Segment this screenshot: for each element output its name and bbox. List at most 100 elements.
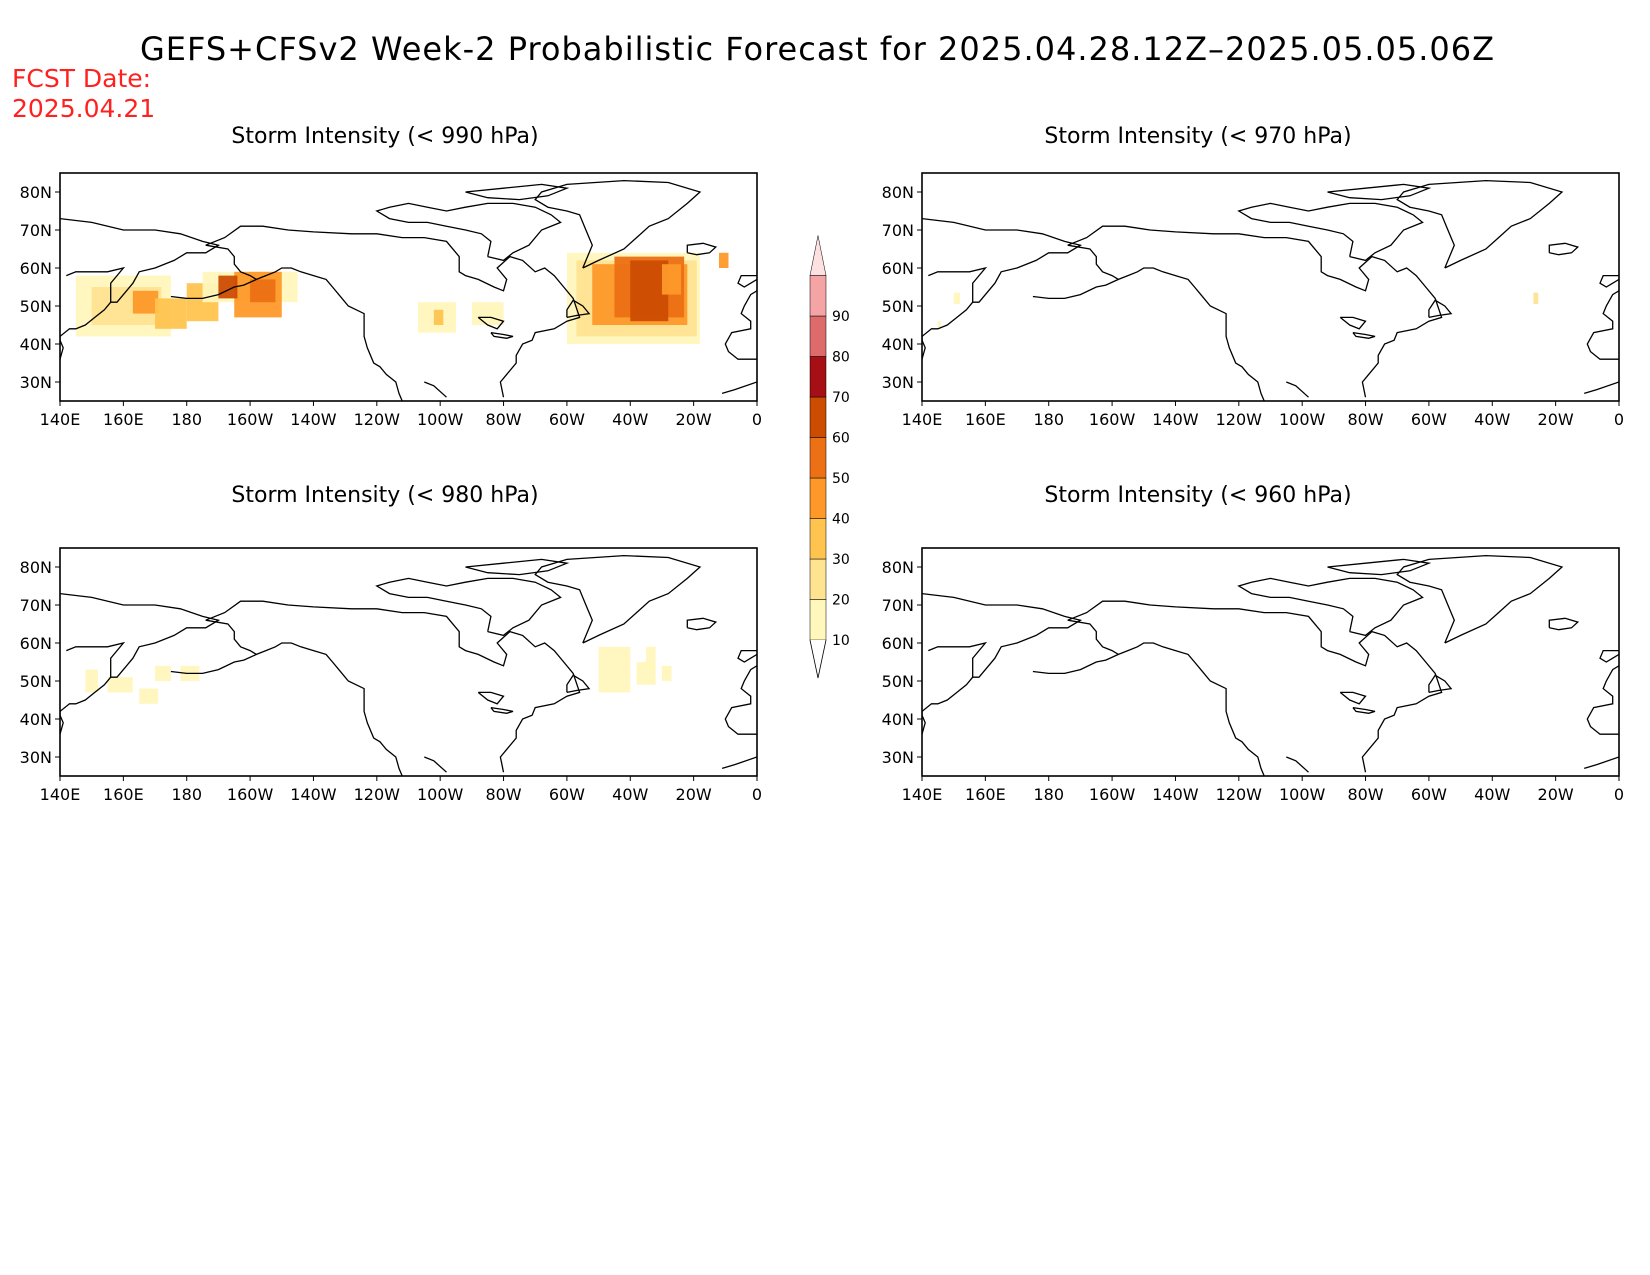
- lon-label: 80W: [1347, 410, 1383, 429]
- coastline: [1339, 691, 1367, 705]
- coastlines: [922, 179, 1619, 401]
- coastline: [1428, 674, 1453, 694]
- coastline: [1428, 299, 1453, 319]
- lon-label: 20W: [1538, 785, 1574, 804]
- lon-label: 140W: [1152, 785, 1199, 804]
- lat-label: 50N: [20, 672, 52, 691]
- lat-label: 30N: [882, 373, 914, 392]
- lon-label: 180: [1033, 410, 1064, 429]
- coastline: [60, 592, 221, 678]
- lon-label: 0: [1614, 410, 1624, 429]
- coastline: [1032, 278, 1119, 300]
- coastline: [1032, 653, 1119, 675]
- lon-label: 100W: [1279, 410, 1326, 429]
- lon-label: 40W: [1474, 410, 1510, 429]
- coastline: [477, 316, 505, 330]
- lat-label: 80N: [20, 183, 52, 202]
- lon-label: 160W: [227, 410, 274, 429]
- coastline: [205, 225, 581, 398]
- colorbar-segment: [809, 275, 827, 317]
- fcst-label: FCST Date:: [12, 64, 152, 93]
- coastline: [1584, 381, 1619, 395]
- lon-label: 140W: [290, 785, 337, 804]
- lat-label: 60N: [882, 634, 914, 653]
- coastline: [424, 756, 447, 773]
- probability-cell: [433, 309, 444, 325]
- lon-label: 120W: [1216, 410, 1263, 429]
- colorbar-segment: [809, 558, 827, 600]
- lat-label: 80N: [882, 558, 914, 577]
- coastline: [477, 691, 505, 705]
- coastline: [724, 290, 757, 360]
- map-frame: [59, 172, 758, 402]
- lon-label: 140W: [290, 410, 337, 429]
- coastline: [922, 217, 1083, 303]
- map-panel-960: 80N 70N 60N 50N 40N 30N 140E 160E 180 160W 140W 120…: [882, 547, 1624, 804]
- coastline: [1548, 242, 1580, 256]
- probability-cell: [937, 321, 942, 329]
- lon-label: 160W: [227, 785, 274, 804]
- lon-label: 40W: [1474, 785, 1510, 804]
- colorbar-label: 60: [832, 431, 850, 447]
- coastline: [1352, 706, 1376, 714]
- fcst-date: 2025.04.21: [12, 94, 156, 123]
- lon-label: 60W: [549, 410, 585, 429]
- lon-label: 80W: [485, 785, 521, 804]
- colorbar-segment: [809, 396, 827, 438]
- panel-title-990: Storm Intensity (< 990 hPa): [231, 124, 539, 149]
- lat-label: 60N: [20, 259, 52, 278]
- lat-label: 70N: [20, 596, 52, 615]
- lon-label: 20W: [1538, 410, 1574, 429]
- coastline: [170, 278, 257, 300]
- coastline: [721, 381, 757, 395]
- coastline: [1067, 619, 1265, 776]
- coastline: [490, 331, 514, 339]
- lon-label: 60W: [549, 785, 585, 804]
- map-panel-980: 80N 70N 60N 50N 40N 30N 140E 160E 180 160W 140W 120…: [20, 547, 762, 804]
- lat-label: 70N: [882, 596, 914, 615]
- coastline: [1067, 225, 1443, 398]
- coastline: [737, 274, 757, 288]
- coastline: [1599, 649, 1619, 663]
- coastline: [1339, 316, 1367, 330]
- main-title: GEFS+CFSv2 Week-2 Probabilistic Forecast…: [140, 30, 1496, 68]
- coastline: [60, 217, 221, 303]
- lon-label: 20W: [676, 410, 712, 429]
- lon-label: 140W: [1152, 410, 1199, 429]
- coastline: [1548, 617, 1580, 631]
- colorbar-label: 10: [832, 633, 850, 649]
- coastline: [1286, 756, 1309, 773]
- panel-title-970: Storm Intensity (< 970 hPa): [1044, 124, 1352, 149]
- coastline: [922, 711, 926, 735]
- probability-field: [75, 252, 729, 344]
- coastline: [566, 674, 591, 694]
- lon-label: 120W: [1216, 785, 1263, 804]
- probability-cell: [646, 646, 656, 670]
- map-frame: [921, 547, 1620, 777]
- lon-label: 180: [1033, 785, 1064, 804]
- colorbar-label: 40: [832, 512, 850, 528]
- probability-cell: [1533, 292, 1539, 305]
- lat-label: 60N: [20, 634, 52, 653]
- lon-label: 140E: [902, 410, 943, 429]
- coastline: [205, 244, 403, 401]
- probability-cell: [661, 264, 681, 295]
- map-frame: [59, 547, 758, 777]
- probability-cell: [139, 688, 159, 704]
- coastline: [1586, 290, 1619, 360]
- colorbar-label: 90: [832, 309, 850, 325]
- lon-label: 60W: [1411, 410, 1447, 429]
- coastline: [1396, 554, 1564, 644]
- coastline: [1599, 274, 1619, 288]
- coastline: [686, 617, 718, 631]
- coastline: [1327, 558, 1432, 576]
- coastline: [534, 554, 702, 644]
- coastline: [1067, 600, 1443, 773]
- colorbar-segment: [809, 599, 827, 641]
- probability-cell: [598, 646, 631, 693]
- probability-cell: [132, 290, 159, 314]
- panel-title-980: Storm Intensity (< 980 hPa): [231, 483, 539, 508]
- lat-label: 80N: [882, 183, 914, 202]
- coastline: [1067, 244, 1265, 401]
- lon-label: 140E: [40, 410, 81, 429]
